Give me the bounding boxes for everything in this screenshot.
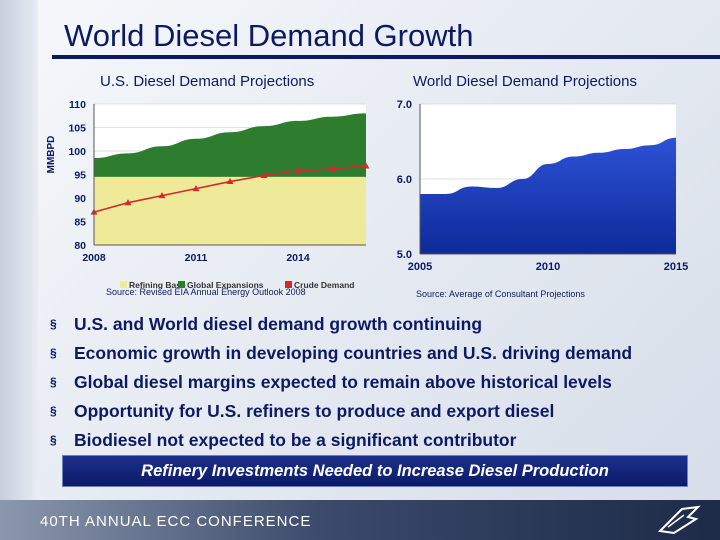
list-item: § Global diesel margins expected to remai… xyxy=(50,368,718,397)
x-tick-label: 2005 xyxy=(408,261,432,273)
y-tick-label: 90 xyxy=(74,193,86,205)
list-item: § Biodiesel not expected to be a signific… xyxy=(50,426,718,455)
bullet-marker: § xyxy=(50,346,57,360)
x-tick-label: 2014 xyxy=(286,252,310,264)
world-chart-title: World Diesel Demand Projections xyxy=(413,73,637,90)
bullet-marker: § xyxy=(50,404,57,418)
legend-swatch xyxy=(120,281,127,288)
crude-demand-point xyxy=(158,192,166,199)
bullet-text: Opportunity for U.S. refiners to produce… xyxy=(74,401,555,421)
list-item: § Economic growth in developing countries… xyxy=(50,339,718,368)
list-item: § U.S. and World diesel demand growth con… xyxy=(50,310,718,339)
x-tick-label: 2008 xyxy=(82,252,106,264)
crude-demand-point xyxy=(260,171,268,178)
world-chart-source: Source: Average of Consultant Projection… xyxy=(416,289,585,299)
world-demand-chart: 5.0 6.0 7.0 2005 2010 2015 xyxy=(397,99,689,273)
x-tick-label: 2015 xyxy=(664,261,688,273)
crude-demand-point xyxy=(192,185,200,192)
world-demand-area xyxy=(420,137,676,254)
bullet-marker: § xyxy=(50,375,57,389)
conference-name: 40TH ANNUAL ECC CONFERENCE xyxy=(40,513,312,530)
crude-demand-point xyxy=(226,178,234,185)
y-tick-label: 105 xyxy=(68,123,86,135)
y-tick-label: 7.0 xyxy=(397,99,412,111)
legend-swatch xyxy=(178,281,185,288)
y-tick-label: 100 xyxy=(68,146,86,158)
refining-base-area xyxy=(94,176,366,245)
footer-bar: 40TH ANNUAL ECC CONFERENCE xyxy=(0,500,720,540)
x-tick-label: 2011 xyxy=(185,252,208,264)
legend-label: Refining Base xyxy=(129,280,186,290)
y-axis-label: MMBPD xyxy=(46,136,57,174)
bullet-marker: § xyxy=(50,317,57,331)
legend-swatch xyxy=(285,281,292,288)
y-tick-label: 80 xyxy=(74,240,86,252)
left-rail xyxy=(0,0,38,500)
bullet-text: Biodiesel not expected to be a significa… xyxy=(74,430,517,450)
legend-label: Global Expansions xyxy=(187,280,264,290)
bullet-text: U.S. and World diesel demand growth cont… xyxy=(74,314,483,334)
legend-label: Crude Demand xyxy=(294,280,354,290)
bullet-list: § U.S. and World diesel demand growth con… xyxy=(50,310,718,455)
bullet-text: Global diesel margins expected to remain… xyxy=(74,372,612,392)
title-rule xyxy=(52,55,720,59)
y-tick-label: 110 xyxy=(69,99,86,111)
x-tick-label: 2010 xyxy=(536,261,560,273)
list-item: § Opportunity for U.S. refiners to produc… xyxy=(50,397,718,426)
y-tick-label: 5.0 xyxy=(397,249,412,261)
page-title: World Diesel Demand Growth xyxy=(64,18,474,53)
conference-logo-icon xyxy=(657,505,701,535)
y-tick-label: 95 xyxy=(74,170,86,182)
us-chart-source: Source: Revised EIA Annual Energy Outloo… xyxy=(106,287,306,297)
legend: Refining Base Global Expansions Crude Dema… xyxy=(120,280,354,290)
conclusion-banner: Refinery Investments Needed to Increase … xyxy=(62,455,688,487)
us-chart-title: U.S. Diesel Demand Projections xyxy=(100,73,315,90)
crude-demand-point xyxy=(328,165,336,172)
us-demand-chart: 80 85 90 95 100 105 110 2008 2011 2014 MMBPD Refini… xyxy=(46,99,370,290)
crude-demand-point xyxy=(294,167,302,174)
crude-demand-point xyxy=(362,162,370,169)
crude-demand-point xyxy=(124,199,132,206)
y-tick-label: 85 xyxy=(74,217,86,229)
bullet-marker: § xyxy=(50,433,57,447)
y-tick-label: 6.0 xyxy=(397,174,412,186)
bullet-text: Economic growth in developing countries … xyxy=(74,343,633,363)
